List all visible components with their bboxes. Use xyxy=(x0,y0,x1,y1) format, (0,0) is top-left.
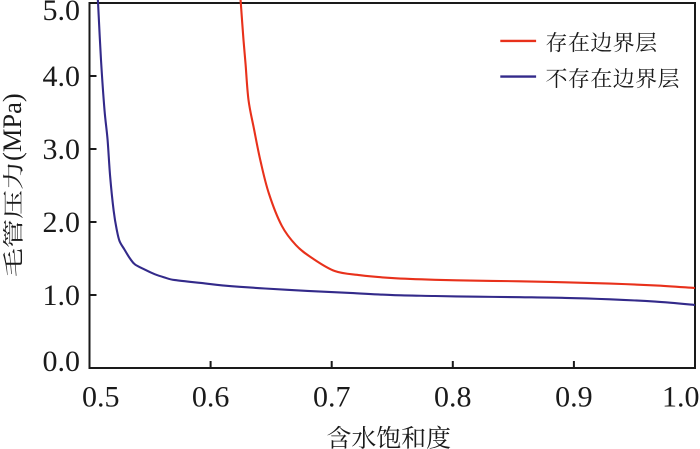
svg-text:2.0: 2.0 xyxy=(43,206,81,239)
svg-text:0.0: 0.0 xyxy=(43,345,81,378)
svg-text:5.0: 5.0 xyxy=(43,0,81,27)
svg-text:(MPa): (MPa) xyxy=(0,93,27,161)
svg-text:0.7: 0.7 xyxy=(313,381,351,414)
svg-text:3.0: 3.0 xyxy=(43,133,81,166)
svg-text:0.9: 0.9 xyxy=(555,381,593,414)
svg-text:0.6: 0.6 xyxy=(192,381,230,414)
svg-text:0.8: 0.8 xyxy=(434,381,472,414)
svg-text:1.0: 1.0 xyxy=(43,279,81,312)
svg-text:0.5: 0.5 xyxy=(82,381,120,414)
svg-text:4.0: 4.0 xyxy=(43,60,81,93)
svg-text:1.0: 1.0 xyxy=(662,381,700,414)
